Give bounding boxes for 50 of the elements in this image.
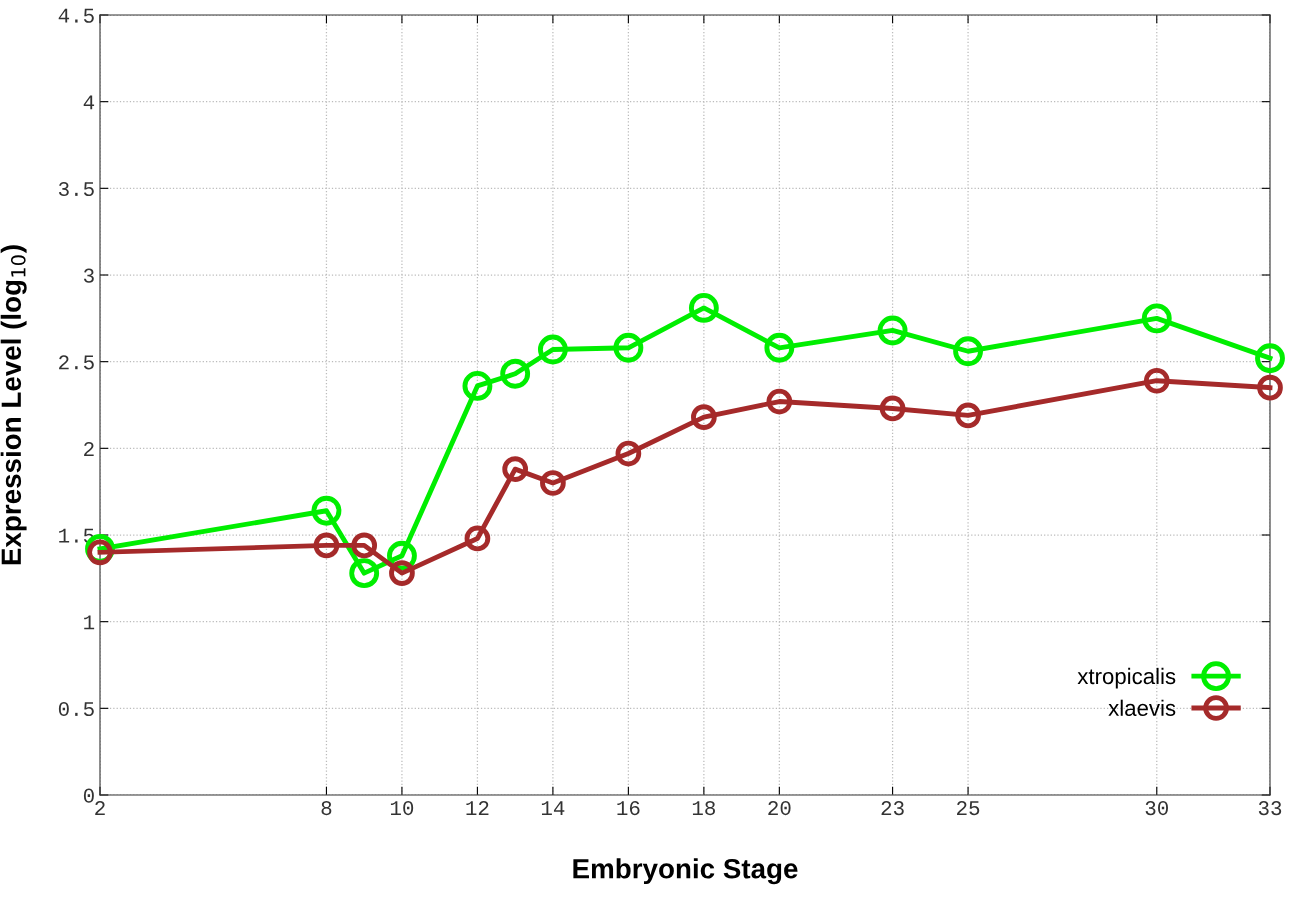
point — [311, 495, 342, 526]
x-tick-label: 2 — [95, 801, 105, 815]
point — [462, 371, 493, 401]
x-tick-label: 20 — [768, 801, 791, 816]
point — [502, 456, 529, 482]
x-tick-label: 8 — [321, 801, 332, 816]
y-axis-title: Expression Level (log$_{10}$) — [0, 245, 27, 565]
point — [613, 332, 644, 363]
point — [1141, 303, 1172, 334]
point — [537, 334, 568, 365]
x-tick-label: 16 — [617, 801, 640, 816]
point — [500, 358, 531, 389]
point — [879, 395, 906, 422]
x-tick-label: 18 — [692, 801, 715, 816]
y-tick-label: 3 — [83, 268, 94, 283]
point — [688, 293, 719, 323]
point — [953, 336, 983, 367]
x-tick-label: 33 — [1258, 801, 1282, 816]
y-tick-label: 2 — [84, 441, 94, 456]
y-tick-label: 3.5 — [58, 181, 94, 197]
point — [691, 404, 717, 430]
x-axis-title: Embryonic Stage — [573, 858, 798, 885]
point — [877, 315, 908, 346]
x-tick-label: 25 — [957, 801, 980, 816]
y-tick-label: 0 — [83, 788, 94, 803]
point — [464, 525, 491, 552]
point — [764, 332, 795, 363]
point — [766, 388, 793, 415]
legend-label: xlaevis — [1108, 699, 1176, 717]
point — [1255, 343, 1285, 374]
point — [351, 532, 378, 559]
y-tick-label: 2.5 — [59, 355, 94, 370]
y-tick-label: 4 — [83, 95, 95, 110]
point — [313, 532, 340, 559]
point — [1257, 374, 1283, 401]
point — [349, 558, 380, 589]
point — [389, 560, 415, 586]
point — [615, 440, 642, 467]
point — [955, 402, 981, 429]
x-tick-label: 30 — [1145, 801, 1168, 816]
x-tick-label: 12 — [466, 801, 489, 815]
y-tick-label: 0.5 — [58, 701, 94, 717]
point — [540, 470, 566, 496]
y-tick-label: 1 — [84, 615, 95, 630]
point — [1143, 367, 1170, 394]
x-tick-label: 23 — [881, 801, 904, 816]
x-tick-label: 14 — [541, 801, 565, 815]
y-tick-label: 4.5 — [58, 8, 94, 23]
legend-label: xtropicalis — [1077, 667, 1176, 689]
x-tick-label: 10 — [390, 801, 414, 816]
